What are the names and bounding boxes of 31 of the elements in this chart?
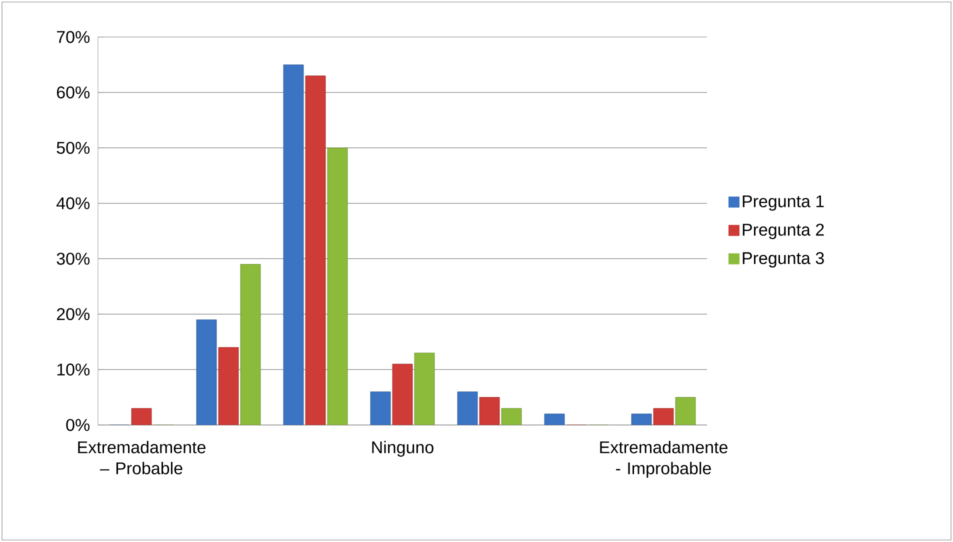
bar [653,408,674,425]
legend-label: Pregunta 2 [742,224,824,240]
y-tick-label: 60% [56,86,90,98]
bar [131,408,152,425]
y-tick-label: 30% [56,252,90,265]
bar [414,352,435,425]
bar [479,397,500,425]
bar [631,414,652,425]
y-tick-label: 0% [66,418,90,432]
y-tick-label: 10% [57,364,90,376]
legend-label: Pregunta 1 [742,195,824,211]
bar [675,397,696,425]
x-tick-label: Ninguno [372,440,434,457]
bar [370,392,391,425]
y-tick-label: 20% [56,308,90,320]
y-tick-label: 70% [56,30,90,44]
bar [196,319,217,425]
bar [283,64,304,425]
bar [501,408,522,425]
x-tick-label: Extremadamente – Probable [78,440,206,474]
bar [544,414,565,425]
y-tick-label: 50% [56,142,90,154]
y-tick-label: 40% [56,197,90,210]
bar [457,392,478,425]
bar [392,364,413,425]
bar [218,347,239,425]
bar [305,76,326,425]
x-tick-label: Extremadamente - Improbable [600,440,728,478]
bar [240,264,261,425]
legend-label: Pregunta 3 [742,252,824,268]
bar [327,148,348,425]
